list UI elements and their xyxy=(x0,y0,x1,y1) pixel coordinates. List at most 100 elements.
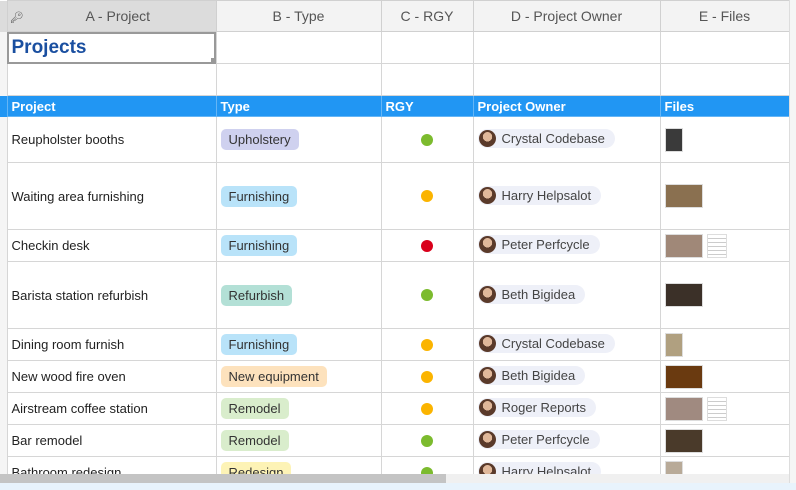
image-thumbnail[interactable] xyxy=(664,127,683,152)
horizontal-scrollbar[interactable] xyxy=(0,474,789,483)
project-cell[interactable]: New wood fire oven xyxy=(6,360,217,393)
avatar xyxy=(478,285,496,303)
owner-cell[interactable]: Crystal Codebase xyxy=(472,328,661,361)
avatar xyxy=(478,431,496,448)
rgy-cell[interactable] xyxy=(380,162,474,230)
owner-cell[interactable]: Harry Helpsalot xyxy=(472,162,661,230)
status-dot-icon xyxy=(421,239,433,252)
column-header-e[interactable]: E - Files xyxy=(659,0,789,32)
scrollbar-thumb[interactable] xyxy=(0,474,446,483)
column-header-b[interactable]: B - Type xyxy=(215,0,382,32)
owner-cell[interactable]: Beth Bigidea xyxy=(472,261,661,329)
rgy-cell[interactable] xyxy=(380,424,474,457)
type-cell[interactable]: Refurbish xyxy=(215,261,382,329)
owner-cell[interactable]: Peter Perfcycle xyxy=(472,424,661,457)
type-cell[interactable]: Remodel xyxy=(215,424,382,457)
column-header-d[interactable]: D - Project Owner xyxy=(472,0,661,32)
project-cell[interactable]: Dining room furnish xyxy=(6,328,217,361)
rgy-cell[interactable] xyxy=(380,261,474,329)
owner-cell[interactable]: Crystal Codebase xyxy=(472,116,661,163)
image-thumbnail[interactable] xyxy=(664,428,703,453)
project-cell[interactable]: Airstream coffee station xyxy=(6,392,217,425)
type-cell[interactable]: Furnishing xyxy=(215,229,382,262)
owner-chip: Beth Bigidea xyxy=(477,284,586,304)
column-header-a[interactable]: 🔑︎ A - Project xyxy=(6,0,217,32)
document-thumbnail[interactable] xyxy=(706,233,727,258)
header-type[interactable]: Type xyxy=(215,95,382,117)
column-header-c[interactable]: C - RGY xyxy=(380,0,474,32)
files-cell[interactable] xyxy=(659,360,789,393)
image-thumbnail[interactable] xyxy=(664,460,683,474)
owner-cell[interactable]: Peter Perfcycle xyxy=(472,229,661,262)
type-cell[interactable]: New equipment xyxy=(215,360,382,393)
table-row: New wood fire oven New equipment Beth Bi… xyxy=(0,360,789,393)
image-thumbnail[interactable] xyxy=(664,283,703,307)
type-cell[interactable]: Remodel xyxy=(215,392,382,425)
owner-cell[interactable]: Harry Helpsalot xyxy=(472,456,661,474)
files-cell[interactable] xyxy=(659,328,789,361)
files-cell[interactable] xyxy=(659,162,789,230)
table-row: Checkin desk Furnishing Peter Perfcycle xyxy=(0,229,789,262)
status-dot-icon xyxy=(421,402,433,415)
type-cell[interactable]: Upholstery xyxy=(215,116,382,163)
files-cell[interactable] xyxy=(659,392,789,425)
header-owner[interactable]: Project Owner xyxy=(472,95,661,117)
header-files[interactable]: Files xyxy=(659,95,789,117)
table-row: Waiting area furnishing Furnishing Harry… xyxy=(0,162,789,230)
project-cell[interactable]: Bar remodel xyxy=(6,424,217,457)
vertical-scrollbar[interactable] xyxy=(789,0,796,483)
image-thumbnail[interactable] xyxy=(664,332,683,357)
avatar xyxy=(478,367,496,384)
type-chip: Remodel xyxy=(220,398,289,419)
rgy-cell[interactable] xyxy=(380,328,474,361)
files-cell[interactable] xyxy=(659,261,789,329)
owner-chip: Roger Reports xyxy=(477,398,597,417)
project-cell[interactable]: Barista station refurbish xyxy=(6,261,217,329)
owner-chip: Harry Helpsalot xyxy=(477,462,602,474)
files-cell[interactable] xyxy=(659,456,789,474)
image-thumbnail[interactable] xyxy=(664,233,703,258)
owner-chip: Crystal Codebase xyxy=(477,129,615,148)
avatar xyxy=(478,399,496,416)
type-chip: Upholstery xyxy=(220,129,299,150)
files-cell[interactable] xyxy=(659,116,789,163)
corner xyxy=(0,0,8,32)
page-title: Projects xyxy=(11,36,87,58)
files-cell[interactable] xyxy=(659,229,789,262)
type-cell[interactable]: Furnishing xyxy=(215,162,382,230)
type-cell[interactable]: Furnishing xyxy=(215,328,382,361)
type-cell[interactable]: Redesign xyxy=(215,456,382,474)
rgy-cell[interactable] xyxy=(380,229,474,262)
project-cell[interactable]: Bathroom redesign xyxy=(6,456,217,474)
owner-cell[interactable]: Beth Bigidea xyxy=(472,360,661,393)
rgy-cell[interactable] xyxy=(380,116,474,163)
table-header-row: Project Type RGY Project Owner Files xyxy=(0,95,789,117)
image-thumbnail[interactable] xyxy=(664,364,703,389)
title-cell[interactable]: Projects xyxy=(6,31,217,64)
status-dot-icon xyxy=(421,434,433,447)
header-project[interactable]: Project xyxy=(6,95,217,117)
type-chip: Refurbish xyxy=(220,284,293,306)
status-dot-icon xyxy=(421,338,433,351)
rgy-cell[interactable] xyxy=(380,360,474,393)
rgy-cell[interactable] xyxy=(380,392,474,425)
table-row: Bathroom redesign Redesign Harry Helpsal… xyxy=(0,456,789,474)
owner-chip: Peter Perfcycle xyxy=(477,430,600,449)
files-cell[interactable] xyxy=(659,424,789,457)
table-row: Dining room furnish Furnishing Crystal C… xyxy=(0,328,789,361)
header-rgy[interactable]: RGY xyxy=(380,95,474,117)
title-row: Projects xyxy=(0,31,789,64)
document-thumbnail[interactable] xyxy=(706,396,727,421)
avatar xyxy=(478,130,496,147)
fill-handle[interactable] xyxy=(210,58,215,63)
project-cell[interactable]: Checkin desk xyxy=(6,229,217,262)
column-header-row: 🔑︎ A - Project B - Type C - RGY D - Proje… xyxy=(0,0,789,32)
rgy-cell[interactable] xyxy=(380,456,474,474)
image-thumbnail[interactable] xyxy=(664,184,703,208)
image-thumbnail[interactable] xyxy=(664,396,703,421)
owner-cell[interactable]: Roger Reports xyxy=(472,392,661,425)
project-cell[interactable]: Waiting area furnishing xyxy=(6,162,217,230)
table-row: Bar remodel Remodel Peter Perfcycle xyxy=(0,424,789,457)
owner-chip: Beth Bigidea xyxy=(477,366,586,385)
project-cell[interactable]: Reupholster booths xyxy=(6,116,217,163)
